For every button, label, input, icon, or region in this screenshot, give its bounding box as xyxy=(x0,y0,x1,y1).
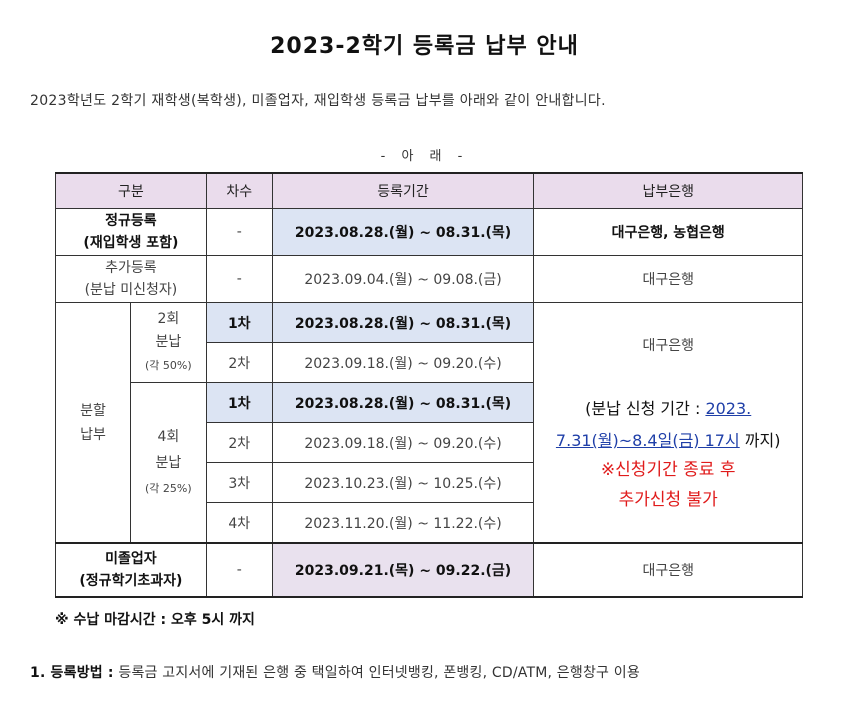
table-row-installment-4-3: 3차 2023.10.23.(월) ~ 10.25.(수) xyxy=(56,462,803,503)
additional-period: 2023.09.04.(월) ~ 09.08.(금) xyxy=(271,255,535,303)
warning-line1: ※신청기간 종료 후 xyxy=(600,460,736,480)
four-period-2: 2023.09.18.(월) ~ 09.20.(수) xyxy=(271,422,535,463)
table-row-regular: 정규등록 (재입학생 포함) - 2023.08.28.(월) ~ 08.31.… xyxy=(55,208,803,256)
table-row-installment-2-1: 분할 납부 2회 분납 (각 50%) 1차 2023.08.28.(월) ~ … xyxy=(55,302,803,544)
payment-method-text: 등록금 고지서에 기재된 은행 중 택일하여 인터넷뱅킹, 폰뱅킹, CD/AT… xyxy=(113,665,640,681)
installment-label: 분할 납부 xyxy=(55,302,131,544)
two-installment-line1: 2회 xyxy=(157,311,180,327)
ungraduated-bank: 대구은행 xyxy=(533,542,803,598)
two-installment-line2: 분납 xyxy=(155,334,182,350)
four-period-1: 2023.08.28.(월) ~ 08.31.(목) xyxy=(271,382,535,423)
apply-date2: 7.31(월)~8.4일(금) 17시 xyxy=(555,431,740,450)
two-installment-label: 2회 분납 (각 50%) xyxy=(129,302,207,383)
ungraduated-label-line1: 미졸업자 xyxy=(105,551,157,567)
apply-date1: 2023. xyxy=(705,399,752,418)
four-round-4: 4차 xyxy=(205,502,273,544)
two-round-1: 1차 xyxy=(205,302,273,343)
additional-label-line1: 추가등록 xyxy=(105,260,157,276)
notice-heading: - 아 래 - xyxy=(380,149,469,164)
header-category: 구분 xyxy=(55,172,207,209)
additional-label-line2: (분납 미신청자) xyxy=(84,282,178,298)
regular-bank: 대구은행, 농협은행 xyxy=(533,208,803,256)
four-round-3: 3차 xyxy=(205,462,273,503)
ungraduated-period: 2023.09.21.(목) ~ 09.22.(금) xyxy=(271,542,535,598)
installment-bank: 대구은행 xyxy=(642,338,694,354)
two-round-2: 2차 xyxy=(205,342,273,383)
header-round: 차수 xyxy=(205,172,273,209)
installment-label-line1: 분할 xyxy=(80,402,106,419)
installment-apply-period: (분납 신청 기간 : 2023. 7.31(월)~8.4일(금) 17시 까지… xyxy=(534,393,802,457)
apply-suffix: 까지) xyxy=(739,431,781,450)
installment-bank-cell: 대구은행 (분납 신청 기간 : 2023. 7.31(월)~8.4일(금) 1… xyxy=(533,302,803,544)
intro-text: 2023학년도 2학기 재학생(복학생), 미졸업자, 재입학생 등록금 납부를… xyxy=(30,93,606,109)
table-row-additional: 추가등록 (분납 미신청자) - 2023.09.04.(월) ~ 09.08.… xyxy=(55,255,803,303)
ungraduated-label: 미졸업자 (정규학기초과자) xyxy=(55,542,207,598)
table-row-ungraduated: 미졸업자 (정규학기초과자) - 2023.09.21.(목) ~ 09.22.… xyxy=(55,542,803,598)
apply-prefix: (분납 신청 기간 : xyxy=(585,399,706,418)
four-round-2: 2차 xyxy=(205,422,273,463)
four-installment-line3: (각 25%) xyxy=(145,481,192,495)
table-row-installment-4-1: 4회 분납 (각 25%) 1차 2023.08.28.(월) ~ 08.31.… xyxy=(56,382,803,544)
ungraduated-label-line2: (정규학기초과자) xyxy=(79,573,183,589)
table-header-row: 구분 차수 등록기간 납부은행 xyxy=(55,172,803,209)
table-row-installment-2-2: 2차 2023.09.18.(월) ~ 09.20.(수) xyxy=(56,342,803,383)
regular-round: - xyxy=(205,208,273,256)
deadline-note: ※ 수납 마감시간 : 오후 5시 까지 xyxy=(55,612,255,628)
four-installment-line1: 4회 xyxy=(157,428,180,445)
page-title: 2023-2학기 등록금 납부 안내 xyxy=(270,34,579,59)
two-installment-line3: (각 50%) xyxy=(145,359,192,372)
header-bank: 납부은행 xyxy=(533,172,803,209)
regular-label-line1: 정규등록 xyxy=(105,213,157,229)
four-installment-line2: 분납 xyxy=(155,454,182,471)
four-period-4: 2023.11.20.(월) ~ 11.22.(수) xyxy=(271,502,535,544)
tuition-table: 구분 차수 등록기간 납부은행 정규등록 (재입학생 포함) - 2023.08… xyxy=(55,172,803,598)
two-period-2: 2023.09.18.(월) ~ 09.20.(수) xyxy=(271,342,535,383)
warning-line2: 추가신청 불가 xyxy=(618,490,718,510)
header-period: 등록기간 xyxy=(271,172,535,209)
installment-label-line2: 납부 xyxy=(80,426,106,443)
four-period-3: 2023.10.23.(월) ~ 10.25.(수) xyxy=(271,462,535,503)
payment-method-label: 1. 등록방법 : xyxy=(30,665,114,681)
additional-bank: 대구은행 xyxy=(533,255,803,303)
two-period-1: 2023.08.28.(월) ~ 08.31.(목) xyxy=(271,302,535,343)
additional-label: 추가등록 (분납 미신청자) xyxy=(55,255,207,303)
regular-label-line2: (재입학생 포함) xyxy=(83,235,179,251)
additional-round: - xyxy=(205,255,273,303)
installment-warning: ※신청기간 종료 후 추가신청 불가 xyxy=(534,455,802,515)
ungraduated-round: - xyxy=(205,542,273,598)
payment-method: 1. 등록방법 : 등록금 고지서에 기재된 은행 중 택일하여 인터넷뱅킹, … xyxy=(30,662,640,682)
regular-period: 2023.08.28.(월) ~ 08.31.(목) xyxy=(271,208,535,256)
four-installment-label: 4회 분납 (각 25%) xyxy=(129,382,207,544)
four-round-1: 1차 xyxy=(205,382,273,423)
table-row-installment-4-2: 2차 2023.09.18.(월) ~ 09.20.(수) xyxy=(56,422,803,463)
regular-label: 정규등록 (재입학생 포함) xyxy=(55,208,207,256)
